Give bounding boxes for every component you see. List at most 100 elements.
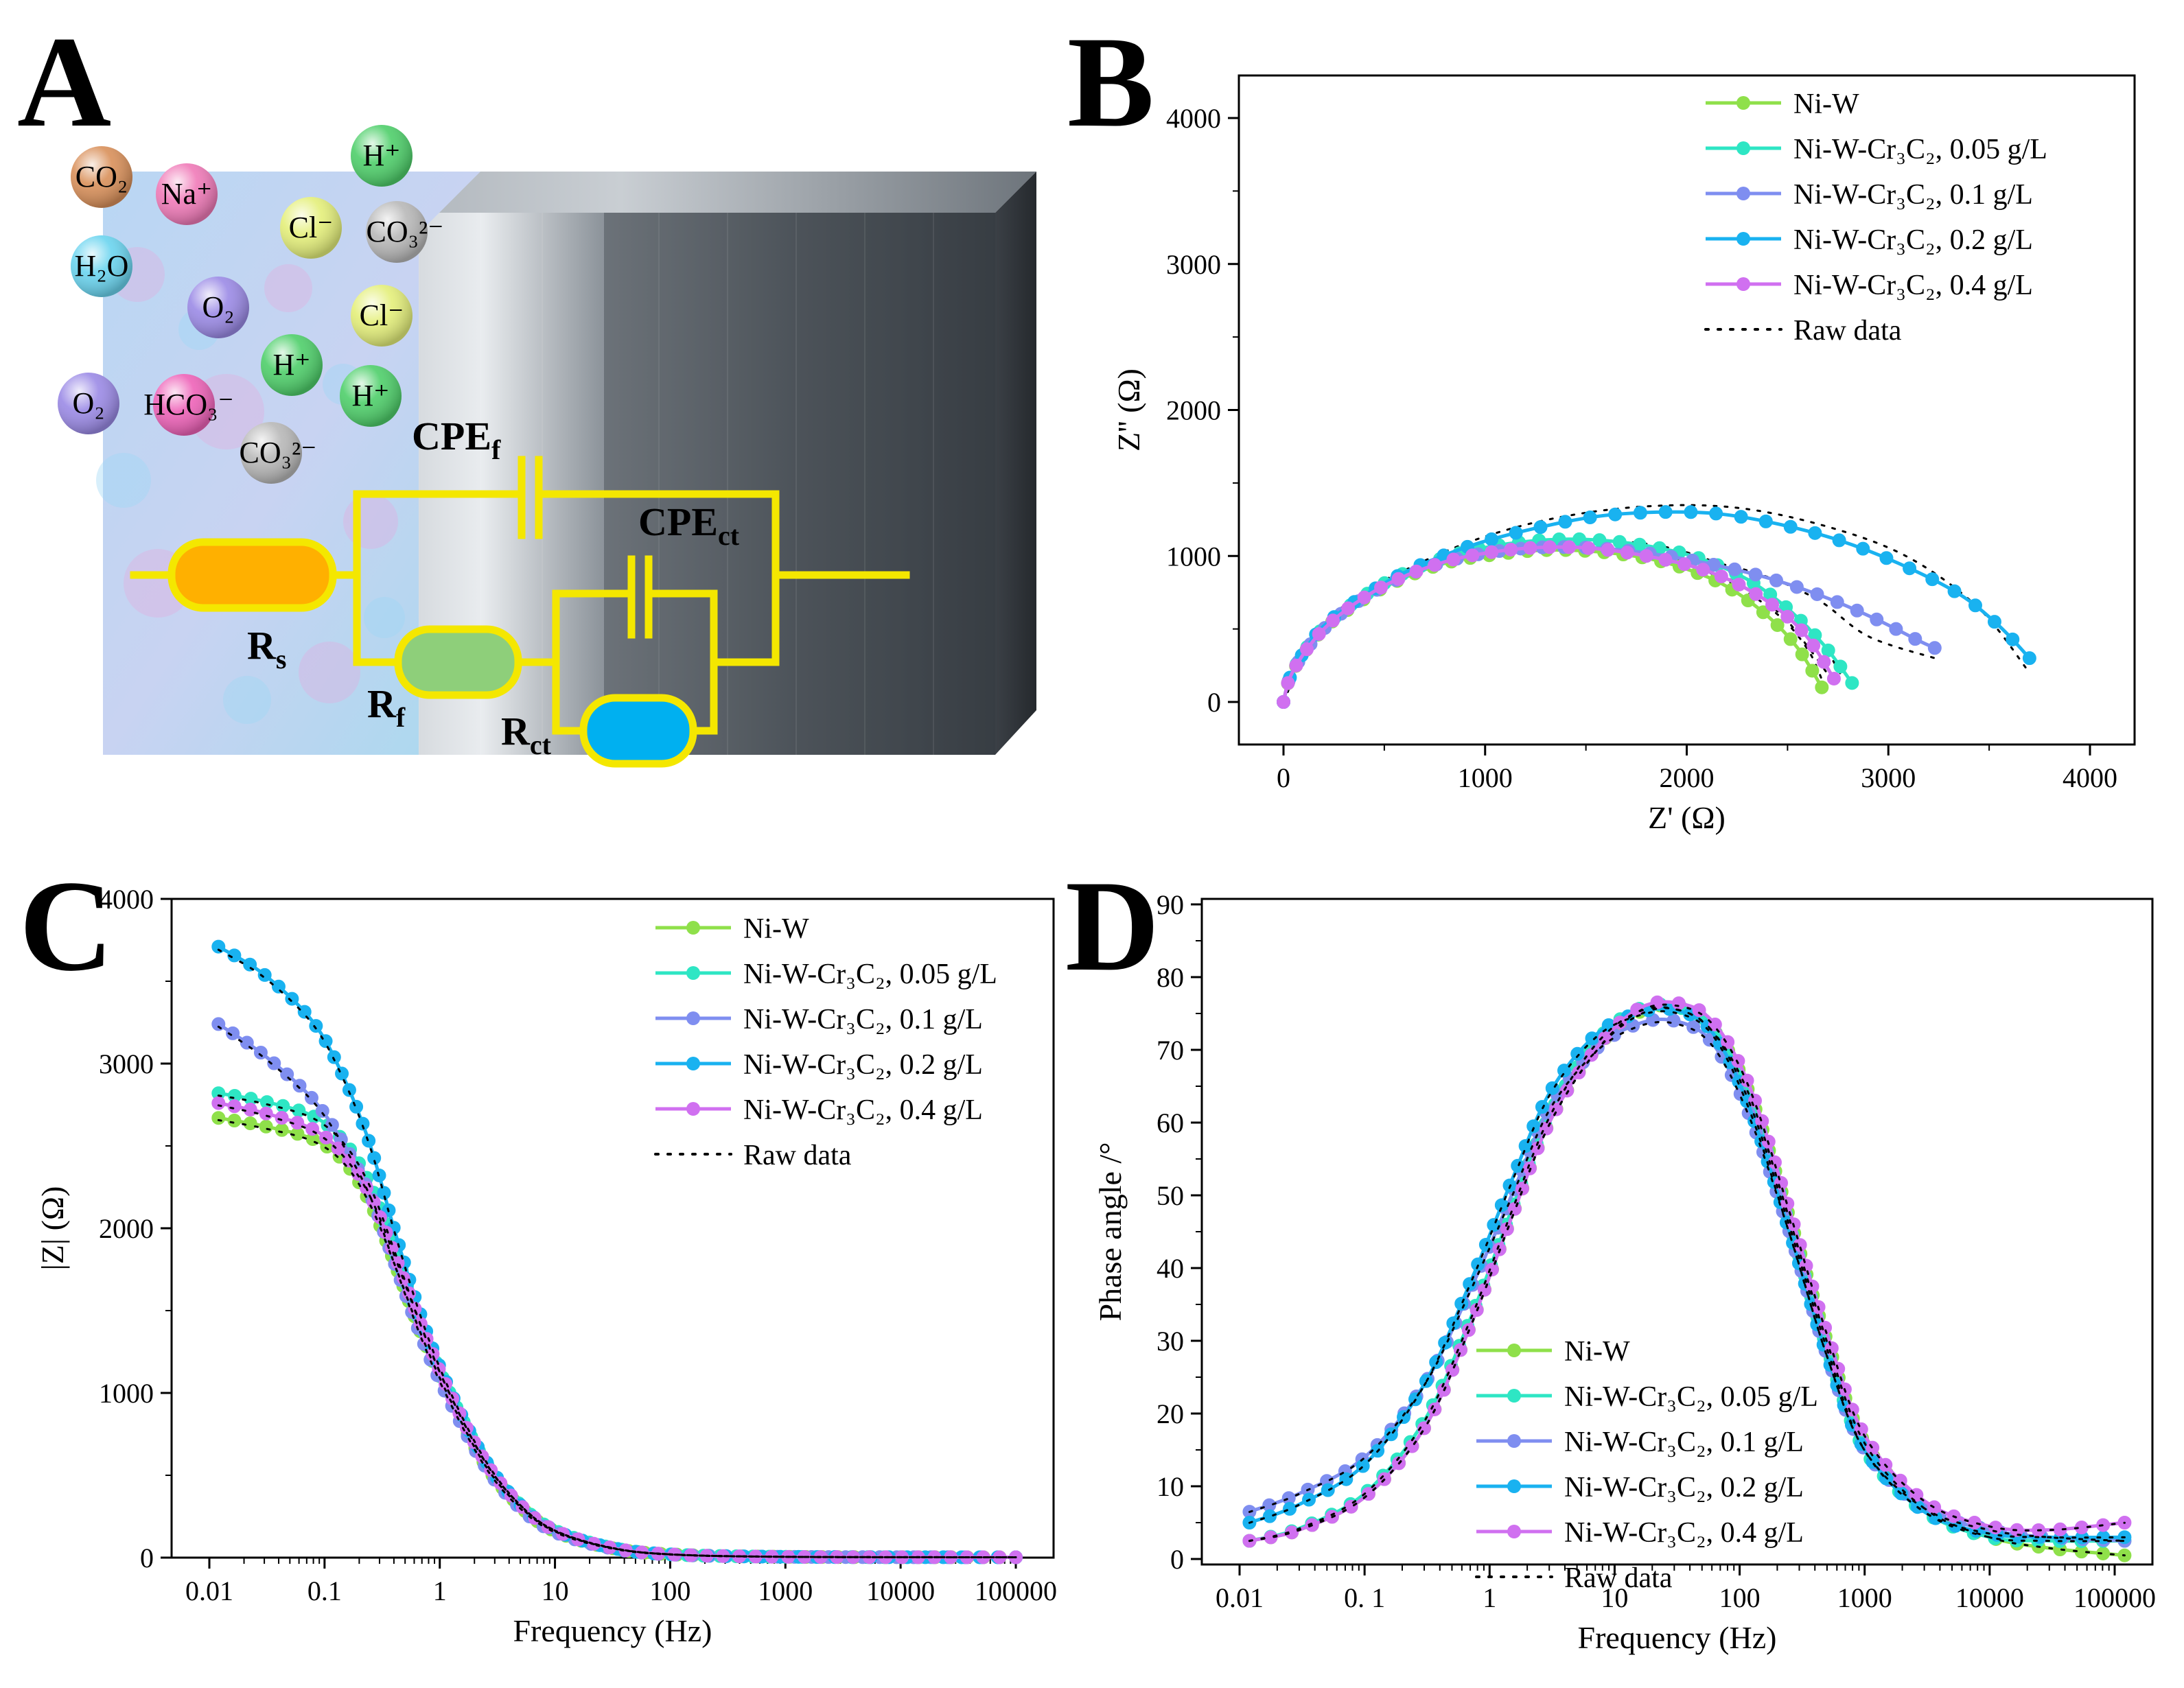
species-label-co2-1: CO₂ — [75, 160, 128, 194]
legend-swatch-marker — [1736, 141, 1750, 155]
data-point — [335, 1066, 349, 1081]
data-point — [319, 1130, 334, 1145]
data-point — [1633, 506, 1647, 520]
y-tick-label: 2000 — [1166, 395, 1221, 426]
data-point — [1485, 545, 1499, 559]
raw-data-line — [1282, 504, 2031, 703]
data-point — [356, 1116, 370, 1131]
data-point — [1608, 507, 1623, 521]
data-point — [1845, 1403, 1859, 1417]
series-line — [217, 945, 1017, 1560]
resistor-rs — [167, 538, 337, 612]
legend-swatch-marker — [686, 1057, 700, 1070]
legend-swatch-marker — [1507, 1525, 1521, 1538]
x-axis-label: Frequency (Hz) — [513, 1613, 712, 1648]
x-tick-label: 10000 — [1955, 1582, 2024, 1613]
bode-phase-chart: 0 10 20 30 40 50 60 70 80 90 0.01 0. 1 1 10 100 1000 100… — [1093, 889, 2156, 1655]
legend-swatch-marker — [686, 966, 700, 980]
y-tick-label: 0 — [140, 1543, 154, 1573]
panel-b-nyquist: 0 1000 2000 3000 4000 0 1000 2000 3000 4000 Z' (Ω)… — [1071, 0, 2184, 844]
x-tick-label: 10000 — [866, 1575, 935, 1606]
data-point — [1558, 515, 1572, 529]
data-point — [1756, 605, 1770, 620]
series-line — [1248, 1003, 2125, 1543]
legend-swatch-marker — [1736, 277, 1750, 291]
data-point — [1300, 642, 1314, 657]
data-point — [402, 1286, 417, 1300]
y-axis-label: Phase angle /° — [1093, 1142, 1128, 1321]
resistor-rct — [579, 694, 697, 768]
panel-letter-c: C — [19, 854, 114, 998]
data-point — [342, 1083, 356, 1097]
data-point — [1765, 598, 1780, 612]
data-point — [1658, 552, 1673, 567]
data-point — [1542, 540, 1557, 554]
legend-label: Ni-W-Cr₃C₂, 0.2 g/L — [1793, 224, 2033, 256]
data-point — [227, 1099, 242, 1114]
raw-data-line — [1282, 538, 1846, 703]
raw-data-line — [1248, 1003, 2126, 1543]
y-tick-label: 20 — [1157, 1398, 1184, 1429]
data-point — [1671, 996, 1686, 1011]
legend-label: Ni-W-Cr₃C₂, 0.05 g/L — [1564, 1381, 1818, 1413]
data-point — [1658, 505, 1673, 519]
data-point — [304, 1090, 318, 1105]
panel-a-schematic: CO₂ Na⁺ H⁺ Cl⁻ CO₃²⁻ H₂O O₂ Cl⁻ O₂ HCO₃⁻… — [0, 0, 1071, 796]
data-point — [1696, 563, 1710, 577]
data-point — [1428, 558, 1442, 572]
panel-letter-d: D — [1065, 854, 1160, 998]
data-point — [1903, 561, 1917, 576]
data-point — [1850, 603, 1864, 618]
data-point — [1465, 548, 1480, 563]
data-point — [1709, 506, 1723, 521]
legend-swatch-marker — [1736, 96, 1750, 110]
data-point — [267, 1056, 281, 1070]
y-tick-label: 4000 — [1166, 103, 1221, 134]
y-tick-label: 30 — [1157, 1326, 1184, 1357]
data-point — [1815, 680, 1829, 694]
species-co3-ion-2 — [240, 422, 302, 484]
panel-letter-b: B — [1067, 10, 1154, 154]
series-line — [218, 1101, 1017, 1560]
data-point — [309, 1019, 323, 1033]
data-point — [227, 948, 242, 963]
y-tick-label: 60 — [1157, 1107, 1184, 1138]
data-point — [1356, 1459, 1370, 1473]
y-tick-label: 80 — [1157, 962, 1184, 993]
legend-swatch-marker — [686, 1102, 700, 1116]
data-point — [1749, 587, 1763, 601]
species-label-hco3: HCO₃⁻ — [143, 388, 233, 421]
x-tick-label: 1000 — [1837, 1582, 1892, 1613]
x-tick-label: 100 — [649, 1575, 690, 1606]
data-point — [1533, 520, 1548, 535]
data-point — [1598, 1031, 1612, 1045]
data-point — [349, 1099, 364, 1114]
series-line — [1248, 1000, 2125, 1543]
x-axis-label: Z' (Ω) — [1648, 800, 1726, 835]
legend-swatch-marker — [1736, 187, 1750, 200]
data-point — [1277, 695, 1290, 709]
resistor-rf — [394, 625, 522, 699]
data-point — [1632, 537, 1647, 552]
label-cpe-f: CPEf — [412, 414, 501, 465]
legend-label: Ni-W-Cr₃C₂, 0.1 g/L — [743, 1004, 983, 1035]
data-point — [1947, 584, 1962, 598]
data-point — [1830, 595, 1844, 609]
data-point — [1770, 618, 1785, 632]
x-tick-label: 4000 — [2063, 762, 2117, 793]
data-point — [1967, 1515, 1982, 1529]
series-line — [1281, 510, 2031, 703]
data-point — [1780, 609, 1795, 624]
data-point — [1341, 601, 1356, 616]
legend-label: Ni-W-Cr₃C₂, 0.1 g/L — [1793, 179, 2033, 211]
x-tick-label: 0.1 — [307, 1575, 342, 1606]
data-point — [1289, 658, 1303, 672]
legend-label: Ni-W — [1793, 89, 1859, 120]
data-point — [275, 1123, 289, 1137]
data-point — [1487, 1218, 1501, 1232]
species-label-h-3: H⁺ — [352, 379, 390, 412]
data-point — [1728, 562, 1742, 576]
species-label-co3-1: CO₃²⁻ — [367, 215, 444, 248]
x-tick-label: 1000 — [758, 1575, 813, 1606]
data-point — [1708, 1018, 1722, 1032]
